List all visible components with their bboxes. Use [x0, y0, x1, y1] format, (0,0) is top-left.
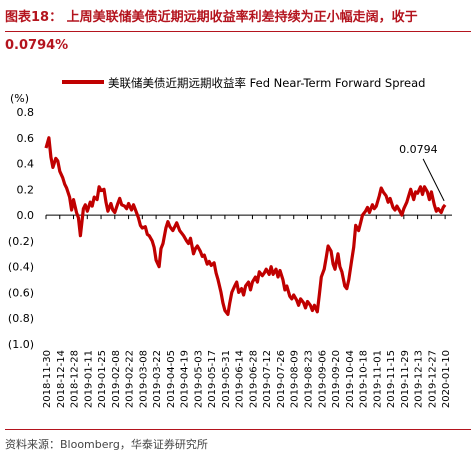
- x-tick-label: 2019-06-14: [235, 350, 246, 408]
- x-tick-label: 2019-09-20: [331, 350, 342, 408]
- x-tick-label: 2018-12-28: [70, 350, 81, 408]
- annotation-arrow: [422, 158, 445, 202]
- x-tick-label: 2019-11-29: [400, 350, 411, 408]
- y-tick-label: 0.0: [17, 209, 35, 222]
- x-tick-label: 2019-05-17: [207, 350, 218, 408]
- x-tick-label: 2019-07-26: [276, 350, 287, 408]
- x-tick-label: 2019-12-27: [427, 350, 438, 408]
- x-tick-label: 2020-01-10: [441, 350, 452, 408]
- x-tick-label: 2019-09-06: [317, 350, 328, 408]
- x-tick-label: 2019-12-13: [414, 350, 425, 408]
- source-note: 资料来源：Bloomberg，华泰证券研究所: [5, 438, 208, 451]
- x-tick-label: 2019-02-22: [125, 350, 136, 408]
- y-tick-label: (0.4): [8, 261, 34, 274]
- y-tick-label: (1.0): [8, 338, 34, 351]
- x-tick-label: 2019-11-15: [386, 350, 397, 408]
- y-tick-label: 0.6: [17, 132, 35, 145]
- annotation: 0.0794: [399, 143, 445, 202]
- legend-label: 美联储美债近期远期收益率 Fed Near-Term Forward Sprea…: [108, 76, 425, 90]
- title-line-1: 图表18： 上周美联储美债近期远期收益率利差持续为正小幅走阔，收于: [5, 10, 418, 25]
- x-tick-label: 2018-11-30: [42, 350, 53, 408]
- title-rule: [5, 31, 471, 32]
- y-tick-label: 0.4: [17, 158, 35, 171]
- footer-rule: [5, 429, 471, 430]
- x-tick-label: 2019-03-22: [152, 350, 163, 408]
- chart-title: 图表18： 上周美联储美债近期远期收益率利差持续为正小幅走阔，收于 0.0794…: [5, 4, 471, 53]
- x-tick-label: 2019-11-01: [372, 350, 383, 408]
- x-tick-label: 2019-01-25: [97, 350, 108, 408]
- legend: 美联储美债近期远期收益率 Fed Near-Term Forward Sprea…: [62, 76, 425, 90]
- x-tick-label: 2019-08-23: [303, 350, 314, 408]
- x-tick-label: 2018-12-14: [56, 350, 67, 408]
- y-tick-label: (0.2): [8, 235, 34, 248]
- y-tick-label: (0.6): [8, 286, 34, 299]
- line-chart: 美联储美债近期远期收益率 Fed Near-Term Forward Sprea…: [8, 76, 452, 408]
- y-tick-label: (0.8): [8, 312, 34, 325]
- y-axis: 0.8 0.6 0.4 0.2 0.0 (0.2) (0.4) (0.6) (0.8) (1.0): [8, 106, 34, 351]
- x-axis: 2018-11-30 2018-12-14 2018-12-28 2019-01-11…: [42, 214, 452, 408]
- series-line: [44, 136, 447, 316]
- x-tick-label: 2019-06-28: [248, 350, 259, 408]
- x-tick-label: 2019-02-08: [111, 350, 122, 408]
- y-axis-unit: (%): [10, 92, 29, 105]
- y-tick-label: 0.8: [17, 106, 35, 119]
- y-tick-label: 0.2: [17, 183, 35, 196]
- x-tick-label: 2019-03-08: [138, 350, 149, 408]
- x-tick-label: 2019-01-11: [83, 350, 94, 408]
- x-tick-label: 2019-04-19: [180, 350, 191, 408]
- x-tick-label: 2019-08-09: [290, 350, 301, 408]
- x-tick-label: 2019-04-05: [166, 350, 177, 408]
- x-tick-label: 2019-10-04: [345, 350, 356, 408]
- x-tick-label: 2019-10-18: [359, 350, 370, 408]
- x-tick-label: 2019-05-31: [221, 350, 232, 408]
- x-tick-label: 2019-07-12: [262, 350, 273, 408]
- x-tick-label: 2019-05-03: [193, 350, 204, 408]
- annotation-label: 0.0794: [399, 143, 438, 156]
- title-line-2: 0.0794%: [5, 38, 69, 53]
